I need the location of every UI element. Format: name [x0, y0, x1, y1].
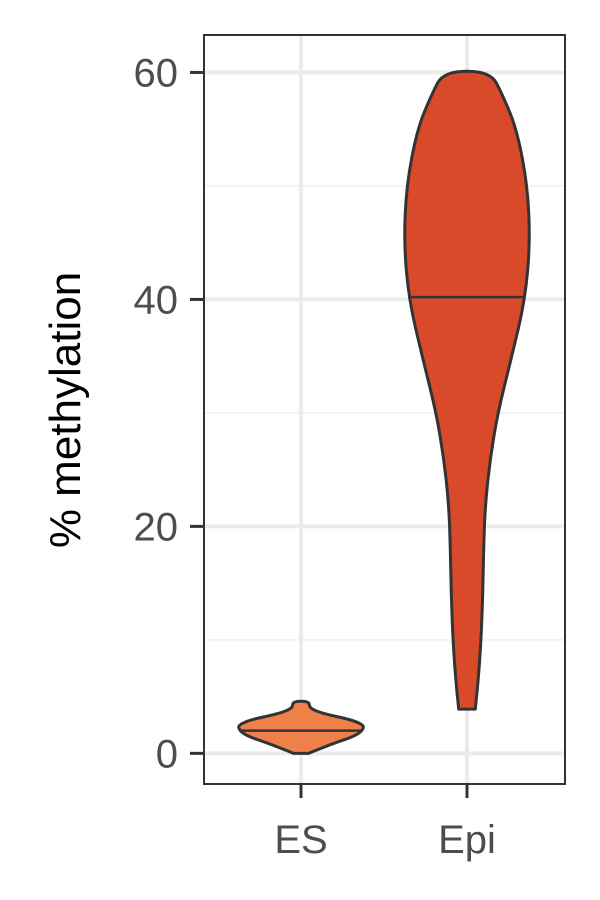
panel-border: [203, 34, 566, 785]
x-axis: ES Epi: [274, 784, 496, 862]
y-tick-label: 0: [156, 732, 178, 776]
violin-epi: [403, 69, 531, 711]
y-tick-label: 60: [134, 51, 179, 95]
y-axis-title: % methylation: [41, 272, 90, 548]
violin-es: [237, 699, 365, 755]
y-tick-label: 40: [134, 278, 179, 322]
x-tick-label: Epi: [438, 818, 496, 862]
y-axis: 0 20 40 60: [134, 51, 204, 776]
x-tick-label: ES: [274, 818, 327, 862]
violins: [237, 69, 531, 755]
y-tick-label: 20: [134, 505, 179, 549]
